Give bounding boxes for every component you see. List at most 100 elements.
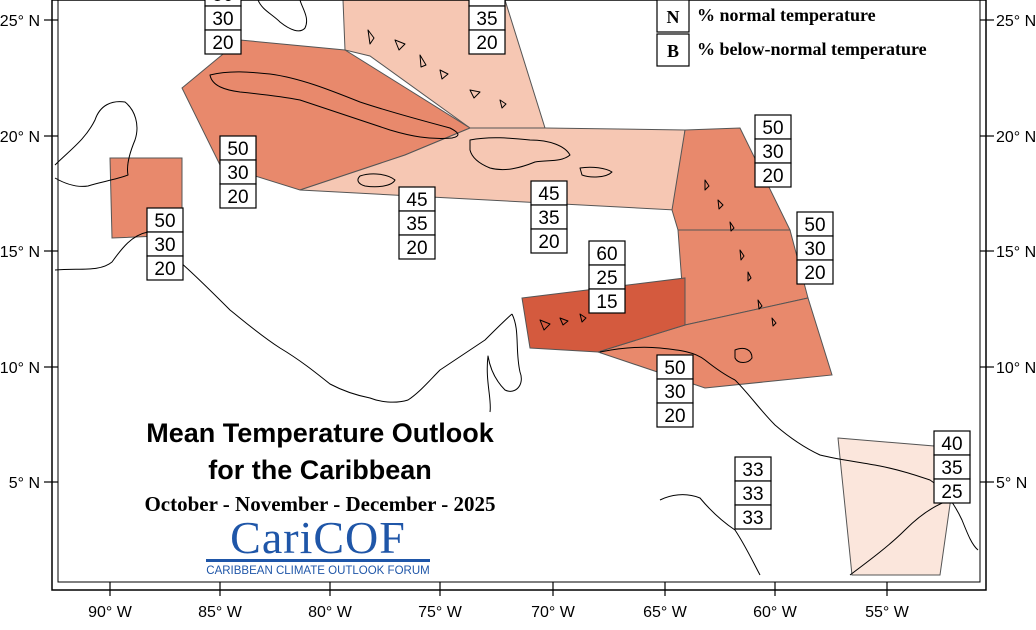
prob-value: 60 xyxy=(596,244,617,265)
prob-cell-suriname-french-guiana: 35 xyxy=(933,454,971,480)
prob-cell-windwards: 30 xyxy=(796,235,834,261)
y-tick-label: 20° N xyxy=(0,129,40,146)
svg-text:N: N xyxy=(667,7,680,27)
zone-suriname-fg xyxy=(837,437,959,576)
y-axis-right: 25° N 20° N 15° N 10° N 5° N xyxy=(980,13,1036,492)
prob-cell-jamaica: 20 xyxy=(398,234,436,260)
prob-cell-belize: 50 xyxy=(146,207,184,233)
x-tick-label: 85° W xyxy=(198,604,243,621)
prob-value: 30 xyxy=(762,142,783,163)
prob-cell-northern-leewards: 30 xyxy=(754,138,792,164)
probability-boxes: 50 30 20 35 20 50 30 20 50 30 20 45 35 20 45 35 20 50 30 20… xyxy=(146,0,971,530)
y-tick-label: 20° N xyxy=(996,129,1036,146)
prob-value: 50 xyxy=(212,0,233,6)
prob-cell-hispaniola-puerto-rico: 35 xyxy=(530,204,568,230)
map-title-line-2: for the Caribbean xyxy=(208,455,432,485)
prob-value: 20 xyxy=(406,238,427,259)
prob-cell-hispaniola-puerto-rico: 45 xyxy=(530,180,568,206)
prob-value: 35 xyxy=(476,9,497,30)
y-tick-label: 10° N xyxy=(996,360,1036,377)
prob-cell-cuba: 20 xyxy=(219,183,257,209)
prob-cell-bahamas-top-left: 30 xyxy=(204,5,242,31)
coastlines xyxy=(54,0,979,576)
prob-cell-abc-islands: 60 xyxy=(588,240,626,266)
x-tick-label: 90° W xyxy=(88,604,133,621)
prob-value: 50 xyxy=(227,139,248,160)
prob-value: 33 xyxy=(742,460,763,481)
x-axis: 90° W 85° W 80° W 75° W 70° W 65° W 60° W 55° W xyxy=(88,582,910,621)
prob-value: 20 xyxy=(538,232,559,253)
x-tick-label: 80° W xyxy=(308,604,353,621)
prob-cell-jamaica: 45 xyxy=(398,186,436,212)
prob-value: 20 xyxy=(227,187,248,208)
legend-label-below: % below-normal temperature xyxy=(697,39,927,59)
y-tick-label: 10° N xyxy=(0,360,40,377)
prob-value: 45 xyxy=(406,190,427,211)
prob-cell-trinidad-tobago: 30 xyxy=(656,378,694,404)
prob-value: 20 xyxy=(154,259,175,280)
prob-value: 30 xyxy=(212,9,233,30)
prob-cell-hispaniola-puerto-rico: 20 xyxy=(530,228,568,254)
prob-cell-windwards: 50 xyxy=(796,211,834,237)
caricof-logo: CariCOF CARIBBEAN CLIMATE OUTLOOK FORUM xyxy=(200,515,436,579)
prob-cell-guyana: 33 xyxy=(734,480,772,506)
prob-cell-guyana: 33 xyxy=(734,504,772,530)
prob-value: 30 xyxy=(664,382,685,403)
logo-tagline: CARIBBEAN CLIMATE OUTLOOK FORUM xyxy=(206,565,430,577)
legend-label-normal: % normal temperature xyxy=(697,5,876,25)
prob-value: 20 xyxy=(476,33,497,54)
prob-value: 35 xyxy=(406,214,427,235)
prob-value: 20 xyxy=(804,263,825,284)
prob-cell-suriname-french-guiana: 40 xyxy=(933,430,971,456)
y-axis-left: 25° N 20° N 15° N 10° N 5° N xyxy=(0,13,58,492)
prob-cell-cuba: 50 xyxy=(219,135,257,161)
prob-cell-cuba: 30 xyxy=(219,159,257,185)
prob-cell-windwards: 20 xyxy=(796,259,834,285)
legend: N % normal temperature B % below-normal … xyxy=(656,0,927,67)
svg-text:B: B xyxy=(667,41,679,61)
prob-value: 35 xyxy=(941,458,962,479)
prob-cell-bahamas-east xyxy=(468,0,506,7)
forecast-zones xyxy=(109,0,959,576)
prob-value: 25 xyxy=(596,268,617,289)
prob-value: 20 xyxy=(212,33,233,54)
map-title: Mean Temperature Outlook xyxy=(146,418,494,448)
prob-value: 50 xyxy=(664,358,685,379)
x-tick-label: 65° W xyxy=(643,604,688,621)
logo-wordmark: CariCOF xyxy=(230,512,406,563)
x-tick-label: 55° W xyxy=(865,604,910,621)
y-tick-label: 25° N xyxy=(0,13,40,30)
x-tick-label: 70° W xyxy=(531,604,576,621)
prob-value: 30 xyxy=(227,163,248,184)
prob-value: 33 xyxy=(742,484,763,505)
prob-cell-bahamas-east: 20 xyxy=(468,29,506,55)
prob-cell-suriname-french-guiana: 25 xyxy=(933,478,971,504)
prob-value: 40 xyxy=(941,434,962,455)
prob-cell-bahamas-top-left: 20 xyxy=(204,29,242,55)
prob-value: 25 xyxy=(941,482,962,503)
y-tick-label: 15° N xyxy=(0,244,40,261)
x-tick-label: 60° W xyxy=(753,604,798,621)
logo-rule xyxy=(206,559,430,562)
prob-cell-northern-leewards: 50 xyxy=(754,114,792,140)
prob-cell-jamaica: 35 xyxy=(398,210,436,236)
prob-value: 50 xyxy=(154,211,175,232)
prob-value: 50 xyxy=(804,215,825,236)
prob-value: 45 xyxy=(538,184,559,205)
prob-value: 35 xyxy=(538,208,559,229)
zone-abc-islands xyxy=(521,277,686,353)
y-tick-label: 5° N xyxy=(9,475,40,492)
prob-value: 30 xyxy=(154,235,175,256)
prob-cell-belize: 20 xyxy=(146,255,184,281)
outlook-period: October - November - December - 2025 xyxy=(144,492,496,516)
legend-key-n: N xyxy=(656,0,690,33)
prob-cell-bahamas-east: 35 xyxy=(468,5,506,31)
y-tick-label: 5° N xyxy=(996,475,1027,492)
prob-value: 20 xyxy=(762,166,783,187)
y-tick-label: 25° N xyxy=(996,13,1036,30)
prob-cell-guyana: 33 xyxy=(734,456,772,482)
prob-cell-northern-leewards: 20 xyxy=(754,162,792,188)
prob-value: 30 xyxy=(804,239,825,260)
prob-value: 33 xyxy=(742,508,763,529)
